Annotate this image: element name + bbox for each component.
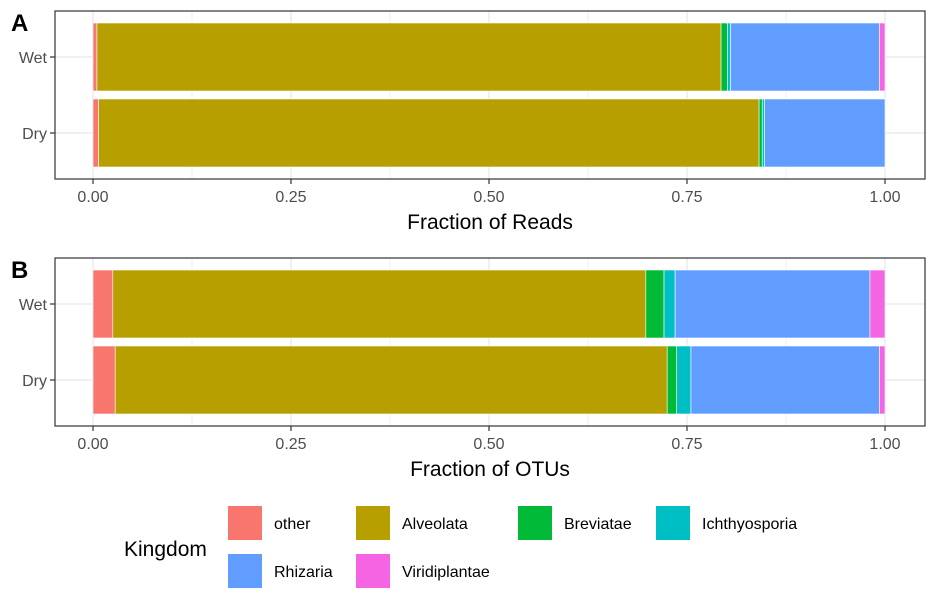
- x-tick-label: 0.75: [671, 436, 702, 453]
- bar-wet-viridiplantae: [869, 269, 886, 339]
- bar-wet-breviatae: [645, 269, 665, 339]
- x-tick-label: 0.00: [77, 189, 108, 206]
- bar-wet-other: [92, 22, 98, 92]
- y-tick-label: Dry: [22, 373, 47, 390]
- bar-dry-rhizaria: [764, 98, 886, 168]
- bar-dry-other: [92, 345, 116, 415]
- x-tick-label: 0.25: [275, 436, 306, 453]
- legend-item-breviatae: Breviatae: [518, 506, 632, 540]
- x-tick-label: 0.00: [77, 436, 108, 453]
- y-tick-label: Dry: [22, 126, 47, 143]
- panel-letter: B: [11, 257, 28, 284]
- legend-label: Alveolata: [402, 516, 468, 533]
- panel-border: [54, 257, 926, 427]
- x-tick-label: 0.25: [275, 189, 306, 206]
- panel-border: [54, 10, 926, 180]
- bar-dry-ichthyosporia: [676, 345, 692, 415]
- panel-B: Wet Dry 0.00 0.25 0.50 0.75 1.00 Fraction of OT…: [11, 257, 926, 481]
- bar-dry-alveolata: [98, 98, 760, 168]
- bar-dry-breviatae: [666, 345, 678, 415]
- y-tick-label: Wet: [19, 297, 48, 314]
- legend-key: [356, 554, 390, 588]
- x-tick-label: 0.50: [473, 436, 504, 453]
- bar-wet-viridiplantae: [879, 22, 886, 92]
- legend-key: [228, 506, 262, 540]
- legend-key: [356, 506, 390, 540]
- bar-wet-alveolata: [112, 269, 647, 339]
- bar-dry-ichthyosporia: [761, 98, 765, 168]
- bar-dry-rhizaria: [690, 345, 880, 415]
- legend-item-other: other: [228, 506, 311, 540]
- legend-label: other: [274, 516, 311, 533]
- panel-letter: A: [11, 10, 28, 37]
- bar-wet-alveolata: [96, 22, 722, 92]
- legend-label: Ichthyosporia: [702, 516, 797, 533]
- legend-label: Breviatae: [564, 516, 632, 533]
- bar-wet-other: [92, 269, 114, 339]
- bar-wet-ichthyosporia: [663, 269, 676, 339]
- legend-item-rhizaria: Rhizaria: [228, 554, 333, 588]
- bar-dry-breviatae: [758, 98, 763, 168]
- legend-label: Rhizaria: [274, 564, 333, 581]
- legend-title: Kingdom: [124, 538, 207, 561]
- panel-A: Wet Dry 0.00 0.25 0.50 0.75 1.00 Fraction of Re…: [11, 10, 926, 234]
- bar-wet-ichthyosporia: [727, 22, 731, 92]
- bar-dry-other: [92, 98, 99, 168]
- chart-panels: Wet Dry 0.00 0.25 0.50 0.75 1.00 Fraction of Re…: [11, 10, 926, 481]
- bar-wet-breviatae: [720, 22, 728, 92]
- bar-wet-rhizaria: [730, 22, 880, 92]
- bar-dry-alveolata: [114, 345, 668, 415]
- legend-item-viridiplantae: Viridiplantae: [356, 554, 490, 588]
- y-tick-label: Wet: [19, 50, 48, 67]
- x-tick-label: 0.75: [671, 189, 702, 206]
- bar-wet-rhizaria: [674, 269, 871, 339]
- x-tick-label: 1.00: [869, 436, 900, 453]
- x-tick-label: 0.50: [473, 189, 504, 206]
- legend-key: [656, 506, 690, 540]
- legend-key: [228, 554, 262, 588]
- bar-dry-viridiplantae: [879, 345, 886, 415]
- legend: Kingdom other Alveolata Breviatae Ichthyospo…: [124, 506, 797, 588]
- legend-label: Viridiplantae: [402, 564, 490, 581]
- x-axis-title: Fraction of Reads: [407, 211, 573, 234]
- x-tick-label: 1.00: [869, 189, 900, 206]
- legend-item-ichthyosporia: Ichthyosporia: [656, 506, 797, 540]
- legend-item-alveolata: Alveolata: [356, 506, 468, 540]
- legend-key: [518, 506, 552, 540]
- x-axis-title: Fraction of OTUs: [410, 458, 570, 481]
